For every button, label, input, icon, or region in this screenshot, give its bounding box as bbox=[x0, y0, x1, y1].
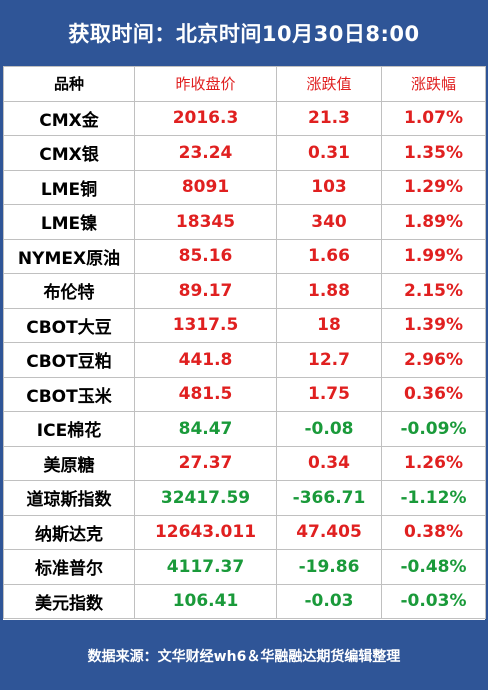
table-row: 美元指数 106.41 -0.03 -0.03% bbox=[3, 583, 486, 619]
commodity-name-cell: ICE棉花 bbox=[3, 411, 135, 447]
change-percent-cell: 0.36% bbox=[381, 376, 486, 412]
change-value-cell: 0.31 bbox=[276, 135, 382, 171]
commodity-name-cell: 美原糖 bbox=[3, 445, 135, 481]
close-price-cell: 441.8 bbox=[134, 342, 277, 378]
change-percent-cell: 1.99% bbox=[381, 238, 486, 274]
column-header-pct: 涨跌幅 bbox=[381, 66, 486, 102]
table-row: CBOT豆粕 441.8 12.7 2.96% bbox=[3, 342, 486, 378]
table-row: LME镍 18345 340 1.89% bbox=[3, 204, 486, 240]
close-price-cell: 23.24 bbox=[134, 135, 277, 171]
change-value-cell: 340 bbox=[276, 204, 382, 240]
close-price-cell: 8091 bbox=[134, 169, 277, 205]
commodity-name-cell: 布伦特 bbox=[3, 273, 135, 309]
close-price-cell: 85.16 bbox=[134, 238, 277, 274]
commodity-name-cell: CMX金 bbox=[3, 100, 135, 136]
change-percent-cell: 1.26% bbox=[381, 445, 486, 481]
change-percent-cell: 1.29% bbox=[381, 169, 486, 205]
quote-table: 品种 昨收盘价 涨跌值 涨跌幅 CMX金 2016.3 21.3 1.07% CMX银 2… bbox=[3, 66, 486, 619]
table-row: CMX银 23.24 0.31 1.35% bbox=[3, 135, 486, 171]
table-row: 纳斯达克 12643.011 47.405 0.38% bbox=[3, 514, 486, 550]
change-percent-cell: 1.39% bbox=[381, 307, 486, 343]
commodity-name-cell: 美元指数 bbox=[3, 583, 135, 619]
table-row: ICE棉花 84.47 -0.08 -0.09% bbox=[3, 411, 486, 447]
close-price-cell: 12643.011 bbox=[134, 514, 277, 550]
close-price-cell: 84.47 bbox=[134, 411, 277, 447]
commodity-name-cell: LME铜 bbox=[3, 169, 135, 205]
change-percent-cell: -0.48% bbox=[381, 549, 486, 585]
change-value-cell: 21.3 bbox=[276, 100, 382, 136]
close-price-cell: 4117.37 bbox=[134, 549, 277, 585]
close-price-cell: 32417.59 bbox=[134, 480, 277, 516]
change-percent-cell: -0.09% bbox=[381, 411, 486, 447]
change-percent-cell: 1.89% bbox=[381, 204, 486, 240]
table-row: 道琼斯指数 32417.59 -366.71 -1.12% bbox=[3, 480, 486, 516]
table-row: CBOT玉米 481.5 1.75 0.36% bbox=[3, 376, 486, 412]
commodity-name-cell: CMX银 bbox=[3, 135, 135, 171]
table-row: 布伦特 89.17 1.88 2.15% bbox=[3, 273, 486, 309]
table-row: NYMEX原油 85.16 1.66 1.99% bbox=[3, 238, 486, 274]
change-value-cell: -0.08 bbox=[276, 411, 382, 447]
change-percent-cell: 2.15% bbox=[381, 273, 486, 309]
change-value-cell: -366.71 bbox=[276, 480, 382, 516]
change-percent-cell: 2.96% bbox=[381, 342, 486, 378]
change-value-cell: 1.66 bbox=[276, 238, 382, 274]
table-row: 标准普尔 4117.37 -19.86 -0.48% bbox=[3, 549, 486, 585]
quote-table-container: 品种 昨收盘价 涨跌值 涨跌幅 CMX金 2016.3 21.3 1.07% CMX银 2… bbox=[3, 66, 486, 620]
close-price-cell: 2016.3 bbox=[134, 100, 277, 136]
close-price-cell: 106.41 bbox=[134, 583, 277, 619]
column-header-change: 涨跌值 bbox=[276, 66, 382, 102]
column-header-close: 昨收盘价 bbox=[134, 66, 277, 102]
change-value-cell: 0.34 bbox=[276, 445, 382, 481]
change-value-cell: 47.405 bbox=[276, 514, 382, 550]
table-row: CMX金 2016.3 21.3 1.07% bbox=[3, 100, 486, 136]
commodity-name-cell: 道琼斯指数 bbox=[3, 480, 135, 516]
commodity-name-cell: NYMEX原油 bbox=[3, 238, 135, 274]
change-percent-cell: -1.12% bbox=[381, 480, 486, 516]
table-row: LME铜 8091 103 1.29% bbox=[3, 169, 486, 205]
change-percent-cell: 0.38% bbox=[381, 514, 486, 550]
change-value-cell: -0.03 bbox=[276, 583, 382, 619]
close-price-cell: 1317.5 bbox=[134, 307, 277, 343]
change-percent-cell: 1.07% bbox=[381, 100, 486, 136]
commodity-name-cell: CBOT玉米 bbox=[3, 376, 135, 412]
column-header-name: 品种 bbox=[3, 66, 135, 102]
change-value-cell: -19.86 bbox=[276, 549, 382, 585]
change-value-cell: 18 bbox=[276, 307, 382, 343]
close-price-cell: 481.5 bbox=[134, 376, 277, 412]
page-title: 获取时间：北京时间10月30日8:00 bbox=[68, 22, 420, 46]
commodity-name-cell: 标准普尔 bbox=[3, 549, 135, 585]
data-source-footer: 数据来源：文华财经wh6＆华融融达期货编辑整理 bbox=[87, 649, 401, 665]
commodity-name-cell: LME镍 bbox=[3, 204, 135, 240]
close-price-cell: 18345 bbox=[134, 204, 277, 240]
commodity-name-cell: CBOT豆粕 bbox=[3, 342, 135, 378]
change-value-cell: 12.7 bbox=[276, 342, 382, 378]
change-value-cell: 1.88 bbox=[276, 273, 382, 309]
change-value-cell: 103 bbox=[276, 169, 382, 205]
change-percent-cell: -0.03% bbox=[381, 583, 486, 619]
commodity-name-cell: 纳斯达克 bbox=[3, 514, 135, 550]
table-header-row: 品种 昨收盘价 涨跌值 涨跌幅 bbox=[3, 66, 486, 102]
change-percent-cell: 1.35% bbox=[381, 135, 486, 171]
close-price-cell: 27.37 bbox=[134, 445, 277, 481]
table-row: CBOT大豆 1317.5 18 1.39% bbox=[3, 307, 486, 343]
change-value-cell: 1.75 bbox=[276, 376, 382, 412]
table-row: 美原糖 27.37 0.34 1.26% bbox=[3, 445, 486, 481]
close-price-cell: 89.17 bbox=[134, 273, 277, 309]
commodity-name-cell: CBOT大豆 bbox=[3, 307, 135, 343]
